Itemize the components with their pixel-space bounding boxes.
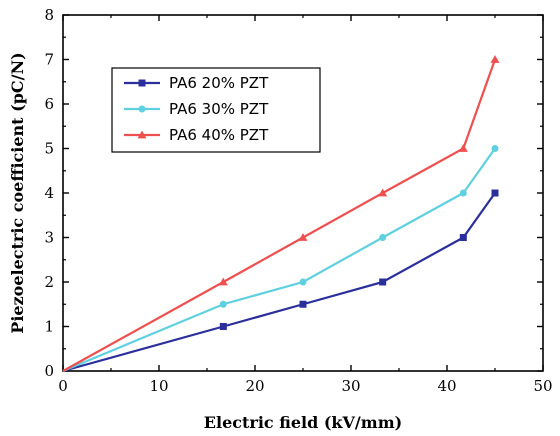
x-tick-label: 40	[437, 377, 456, 395]
series-line	[62, 147, 496, 373]
legend-entry: PA6 20% PZT	[124, 74, 269, 92]
axes: 0 10 20 30 40 50 0 1 2 3 4 5 6 7 8	[44, 6, 552, 395]
legend-swatch-marker	[138, 105, 146, 113]
x-tick-label: 10	[149, 377, 168, 395]
series-line	[62, 192, 496, 373]
y-tick-label: 3	[44, 229, 54, 247]
legend-swatch-marker	[137, 130, 147, 139]
legend-swatch-marker	[138, 79, 146, 87]
y-tick-label: 5	[44, 140, 54, 158]
data-point	[378, 188, 388, 197]
data-point	[379, 234, 387, 241]
data-point	[458, 144, 468, 152]
x-tick-label: 50	[533, 377, 552, 395]
series-layer	[62, 55, 500, 373]
series-1	[62, 189, 499, 373]
legend: PA6 20% PZT PA6 30% PZT PA6 40% PZT	[111, 67, 321, 153]
y-tick-label: 6	[44, 95, 54, 113]
x-tick-label: 0	[58, 377, 68, 395]
data-point	[490, 55, 500, 63]
data-point	[298, 233, 308, 241]
y-tick-label: 7	[44, 51, 54, 69]
data-point	[491, 145, 499, 152]
data-point	[219, 323, 227, 330]
data-point	[379, 278, 387, 286]
legend-entry: PA6 40% PZT	[124, 126, 269, 144]
data-point	[459, 189, 467, 197]
legend-label: PA6 20% PZT	[169, 74, 269, 92]
legend-entry: PA6 30% PZT	[124, 100, 269, 118]
x-tick-label: 30	[341, 377, 360, 395]
data-point	[491, 189, 499, 197]
series-line	[62, 59, 497, 372]
y-axis-title: Piezoelectric coefficient (pC/N)	[8, 52, 27, 333]
y-tick-label: 4	[44, 184, 54, 202]
series-2	[62, 145, 499, 373]
y-tick-label: 8	[44, 6, 54, 24]
data-point	[299, 278, 307, 286]
x-tick-label: 20	[245, 377, 264, 395]
legend-label: PA6 40% PZT	[169, 126, 269, 144]
series-3	[62, 55, 500, 372]
data-point	[219, 300, 227, 308]
data-point	[218, 277, 228, 286]
y-tick-label: 0	[44, 362, 54, 380]
y-tick-label: 1	[44, 318, 54, 336]
legend-label: PA6 30% PZT	[169, 100, 269, 118]
data-point	[299, 300, 307, 308]
data-point	[459, 234, 467, 241]
x-axis-title: Electric field (kV/mm)	[204, 413, 402, 432]
y-tick-label: 2	[44, 273, 54, 291]
